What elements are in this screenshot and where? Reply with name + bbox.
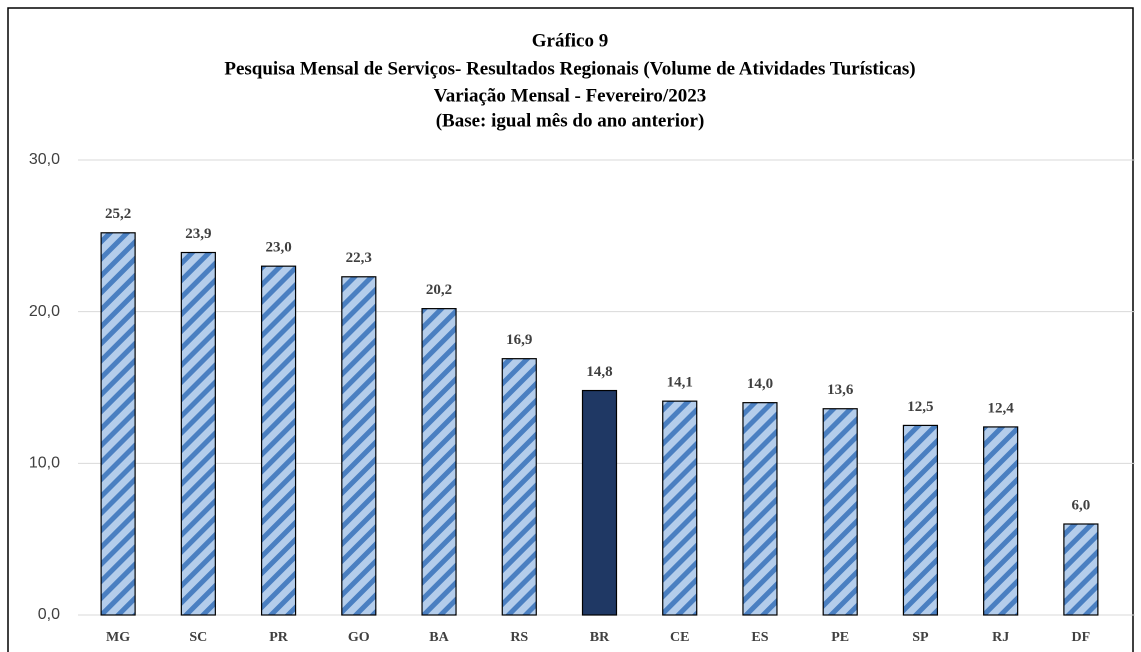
data-label: 22,3 <box>346 250 372 266</box>
x-tick-label: CE <box>670 630 689 645</box>
bar <box>501 358 537 616</box>
chart-subtitle: Variação Mensal - Fevereiro/2023 <box>434 85 706 106</box>
y-tick-label: 30,0 <box>29 151 60 168</box>
x-tick-label: GO <box>348 630 370 645</box>
x-tick-label: PR <box>269 630 289 645</box>
bar <box>100 232 136 616</box>
chart-subtitle: (Base: igual mês do ano anterior) <box>436 110 705 131</box>
data-label: 25,2 <box>105 206 131 222</box>
bar <box>341 276 377 616</box>
y-tick-label: 20,0 <box>29 303 60 320</box>
x-tick-label: BR <box>590 630 610 645</box>
data-label: 13,6 <box>827 382 854 398</box>
data-label: 23,0 <box>265 240 291 256</box>
data-label: 23,9 <box>185 226 211 242</box>
x-tick-label: RJ <box>992 630 1009 645</box>
data-label: 14,8 <box>586 364 612 380</box>
chart-title: Gráfico 9 <box>532 30 609 51</box>
bar <box>180 251 216 616</box>
bar <box>742 402 778 616</box>
bar <box>662 400 698 616</box>
data-label: 14,1 <box>667 375 693 391</box>
x-tick-label: BA <box>429 630 449 645</box>
x-tick-label: MG <box>106 630 130 645</box>
bar <box>902 424 939 616</box>
chart-frame <box>7 7 1134 652</box>
chart-title: Pesquisa Mensal de Serviços- Resultados … <box>224 58 915 79</box>
data-label: 14,0 <box>747 376 773 392</box>
x-tick-label: PE <box>831 630 849 645</box>
bar <box>1063 523 1099 616</box>
data-label: 6,0 <box>1072 497 1091 513</box>
bar <box>822 408 858 616</box>
x-tick-label: DF <box>1072 630 1091 645</box>
y-tick-label: 10,0 <box>29 455 60 472</box>
data-label: 12,5 <box>907 399 933 415</box>
x-tick-label: SP <box>912 630 929 645</box>
x-tick-label: RS <box>510 630 528 645</box>
bar <box>581 389 618 616</box>
bar <box>260 265 297 616</box>
bar <box>421 308 457 616</box>
x-tick-label: SC <box>189 630 207 645</box>
bar <box>983 426 1019 616</box>
y-tick-label: 0,0 <box>38 606 60 623</box>
data-label: 12,4 <box>988 400 1015 416</box>
data-label: 16,9 <box>506 332 532 348</box>
data-label: 20,2 <box>426 282 452 298</box>
x-tick-label: ES <box>751 630 768 645</box>
